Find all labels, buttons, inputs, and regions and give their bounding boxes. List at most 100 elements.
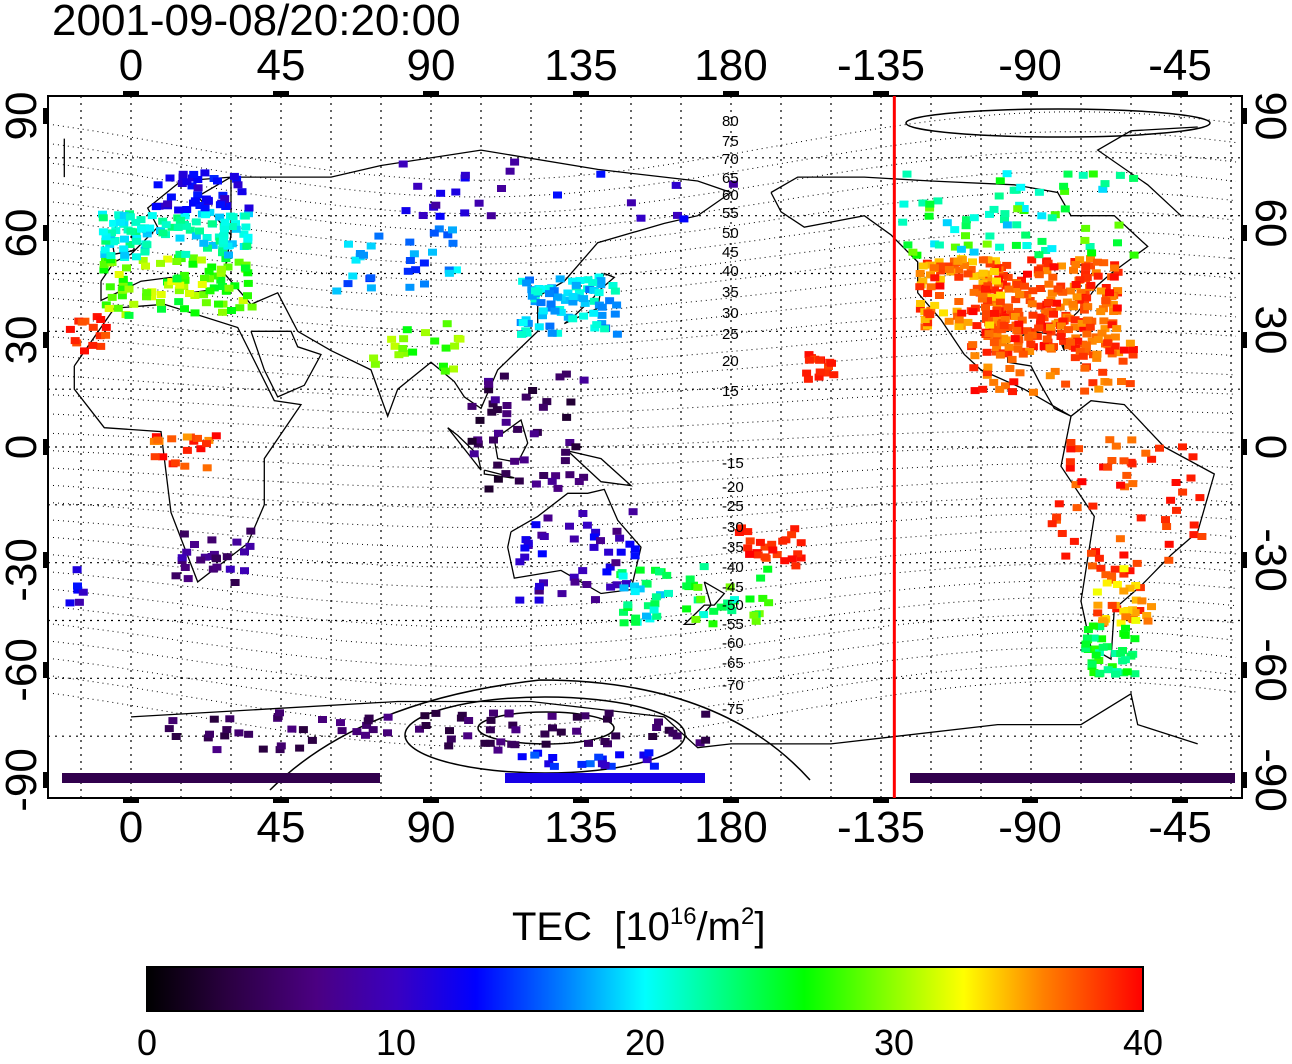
tec-cell <box>1132 559 1142 567</box>
tec-cell <box>743 528 753 536</box>
contour-label: 45 <box>722 244 739 261</box>
tec-cell <box>1023 270 1032 278</box>
tec-cell <box>513 425 523 433</box>
tec-cell <box>923 290 933 297</box>
tec-cell <box>227 307 236 314</box>
tec-cell <box>568 293 578 300</box>
tec-cell <box>408 348 418 356</box>
left-lat-tick: 30 <box>0 315 46 365</box>
tec-cell <box>1121 624 1130 632</box>
tec-cell <box>225 715 235 723</box>
tec-cell <box>737 524 746 532</box>
tec-cell <box>188 260 198 268</box>
colorbar-tick: 0 <box>136 1022 158 1063</box>
coastline <box>63 126 1198 217</box>
tec-cell <box>1128 480 1138 488</box>
right-lat-tick: -30 <box>1246 528 1292 592</box>
tec-cell <box>114 271 124 278</box>
tec-cell <box>579 376 589 384</box>
tec-cell <box>972 284 982 292</box>
tec-cell <box>644 749 654 757</box>
contour-label: 80 <box>722 113 739 130</box>
top-lon-tick: -45 <box>1148 41 1212 90</box>
tec-cell <box>977 295 987 303</box>
tec-cell <box>205 275 214 283</box>
tec-cell <box>201 211 210 219</box>
tec-cell <box>996 326 1006 334</box>
tec-cell <box>568 298 578 306</box>
tec-cell <box>1164 540 1174 548</box>
tec-cell <box>668 729 678 737</box>
tec-cell <box>1032 332 1042 340</box>
tec-cell <box>630 545 640 553</box>
tec-cell <box>1050 367 1060 375</box>
tec-cell <box>1004 343 1014 351</box>
tec-cell <box>1147 455 1157 463</box>
tec-cell <box>145 224 155 232</box>
tec-cell <box>730 596 739 604</box>
tec-cell <box>804 351 814 359</box>
tec-cell <box>1094 657 1104 664</box>
tec-cell <box>1064 326 1073 334</box>
tec-cell <box>98 214 108 222</box>
tec-cell <box>493 746 503 754</box>
tec-cell <box>197 281 207 288</box>
tec-cell <box>1114 349 1124 357</box>
tec-cell <box>610 310 620 318</box>
tec-cell <box>1100 180 1110 188</box>
tec-cell <box>237 188 247 196</box>
tec-cell <box>531 480 541 488</box>
tec-cell <box>1081 270 1090 278</box>
tec-cell <box>227 223 237 230</box>
coastline <box>130 692 1198 749</box>
tec-cell <box>125 213 135 221</box>
tec-cell <box>1075 276 1085 284</box>
tec-cell <box>988 325 998 333</box>
tec-cell <box>122 264 131 272</box>
contour-label: -60 <box>722 635 744 652</box>
tec-cell <box>954 273 964 281</box>
tec-cell <box>203 734 213 742</box>
tec-cell <box>984 330 994 338</box>
tec-cell <box>579 295 589 303</box>
tec-cell <box>952 307 962 315</box>
tec-cell <box>999 322 1009 329</box>
magnetic-contour <box>47 111 1237 181</box>
tec-cell <box>1195 494 1205 502</box>
tec-cell <box>216 269 226 277</box>
tec-cell <box>235 304 245 312</box>
tec-cell <box>981 285 990 293</box>
tec-cell <box>158 453 168 461</box>
tec-cell <box>992 330 1002 338</box>
tec-cell <box>104 305 114 312</box>
tec-cell <box>1000 216 1009 224</box>
magnetic-contour <box>47 310 1237 349</box>
tec-cell <box>995 298 1005 306</box>
top-lon-tick: 180 <box>694 41 768 90</box>
tec-cell <box>118 275 128 283</box>
tec-cell <box>1094 554 1104 562</box>
tec-cell <box>691 615 701 623</box>
tec-cell <box>467 402 477 410</box>
tec-cell <box>188 254 198 262</box>
tec-cell <box>1042 267 1052 275</box>
tec-cell <box>954 323 964 330</box>
tec-cell <box>166 193 176 201</box>
tec-cell <box>616 548 626 556</box>
contour-label: 20 <box>722 353 739 370</box>
magnetic-contour <box>47 613 1237 668</box>
tec-cell <box>993 302 1003 310</box>
tec-cell <box>101 331 111 339</box>
tec-cell <box>517 753 527 761</box>
tec-cell <box>1115 171 1125 179</box>
tec-cell <box>1096 308 1106 316</box>
tec-cell <box>489 709 498 717</box>
tec-cell <box>196 445 206 453</box>
tec-cell <box>1131 596 1141 604</box>
tec-cell <box>1015 290 1025 298</box>
tec-cell <box>218 283 227 290</box>
tec-cell <box>1111 442 1121 450</box>
tec-cell <box>126 227 136 235</box>
tec-cell <box>243 233 253 241</box>
tec-cell <box>701 710 711 718</box>
